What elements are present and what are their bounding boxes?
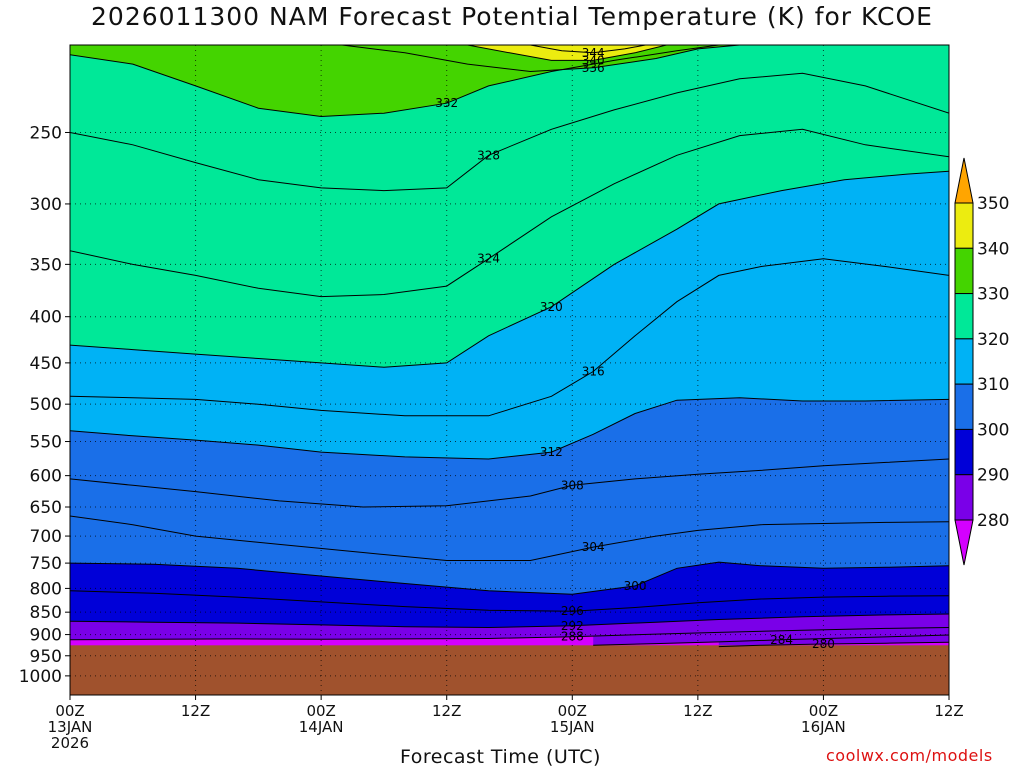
contour-label-292: 292 — [561, 619, 584, 633]
colorbar-box-1 — [954, 247, 974, 295]
contour-320 — [70, 170, 949, 368]
contour-label-300: 300 — [624, 579, 647, 593]
y-tick-label-800: 800 — [30, 579, 62, 599]
y-tick-label-600: 600 — [30, 467, 62, 487]
contour-label-312: 312 — [540, 445, 563, 459]
x-tick-label-72-1: 00Z — [809, 702, 838, 720]
contour-label-288: 288 — [561, 630, 584, 644]
x-tick-label-84-1: 12Z — [934, 702, 963, 720]
y-tick-label-900: 900 — [30, 626, 62, 646]
colorbar-label-300: 300 — [977, 420, 1009, 440]
x-tick-label-24-2: 14JAN — [299, 718, 344, 736]
contour-label-308: 308 — [561, 478, 584, 492]
contour-label-344: 344 — [582, 46, 605, 60]
colorbar-label-330: 330 — [977, 285, 1009, 305]
contour-304 — [70, 515, 949, 561]
band-344 — [530, 45, 646, 53]
contour-336 — [342, 45, 740, 73]
x-tick-label-60-1: 12Z — [683, 702, 712, 720]
isentrope-contours — [70, 45, 949, 648]
x-axis-label: Forecast Time (UTC) — [400, 746, 601, 768]
contour-label-280: 280 — [812, 637, 835, 651]
contour-296 — [70, 590, 949, 612]
y-tick-label-850: 850 — [30, 603, 62, 623]
y-axis: 250 300 350 400 450 500 550 600 650 700 750 800 850 9… — [19, 123, 70, 687]
x-tick-label-36-1: 12Z — [432, 702, 461, 720]
contour-label-316: 316 — [582, 364, 605, 378]
contour-label-336: 336 — [582, 61, 605, 75]
contour-344 — [530, 45, 646, 54]
colorbar-box-2 — [954, 293, 974, 340]
colorbar-box-4 — [954, 383, 974, 430]
y-tick-label-250: 250 — [30, 123, 62, 143]
contour-label-332: 332 — [435, 96, 458, 110]
contour-300 — [70, 561, 949, 595]
x-tick-label-0-2: 13JAN — [48, 718, 93, 736]
x-tick-label-0-1: 00Z — [55, 702, 84, 720]
x-tick-label-48-1: 00Z — [558, 702, 587, 720]
contour-292 — [70, 613, 949, 629]
y-tick-label-650: 650 — [30, 498, 62, 518]
ground-fill — [70, 645, 949, 695]
colorbar-box-3 — [954, 338, 974, 385]
y-tick-label-300: 300 — [30, 195, 62, 215]
contour-label-340: 340 — [582, 53, 605, 67]
source-credit: coolwx.com/models — [826, 746, 993, 765]
colorbar-label-340: 340 — [977, 239, 1009, 259]
contour-label-284: 284 — [770, 633, 793, 647]
chart-title: 2026011300 NAM Forecast Potential Temper… — [91, 2, 933, 31]
colorbar-box-5 — [954, 428, 974, 476]
contour-280 — [718, 641, 949, 648]
contour-328 — [70, 72, 949, 192]
contour-308 — [70, 458, 949, 508]
x-tick-label-24-1: 00Z — [306, 702, 335, 720]
y-tick-label-400: 400 — [30, 308, 62, 328]
y-tick-label-550: 550 — [30, 433, 62, 453]
y-tick-label-1000: 1000 — [19, 667, 62, 687]
colorbar-label-350: 350 — [977, 194, 1009, 214]
contour-312 — [70, 397, 949, 460]
colorbar-bottom-arrow — [954, 519, 974, 566]
colorbar-top-arrow — [954, 157, 974, 204]
contour-316 — [70, 258, 949, 417]
contour-label-320: 320 — [540, 300, 563, 314]
y-tick-label-700: 700 — [30, 527, 62, 547]
y-tick-label-750: 750 — [30, 554, 62, 574]
contour-label-324: 324 — [477, 252, 500, 266]
plot-frame — [69, 44, 950, 696]
colorbar-label-290: 290 — [977, 466, 1009, 486]
contour-324 — [70, 128, 949, 298]
ground-layer — [70, 645, 949, 695]
colorbar: 350 340 330 320 310 300 290 280 — [954, 157, 1009, 566]
x-tick-label-12-1: 12Z — [181, 702, 210, 720]
contour-284 — [593, 634, 949, 646]
contour-label-328: 328 — [477, 148, 500, 162]
colorbar-label-310: 310 — [977, 375, 1009, 395]
contour-340 — [467, 45, 667, 61]
contour-label-296: 296 — [561, 604, 584, 618]
colorbar-label-280: 280 — [977, 511, 1009, 531]
colorbar-box-6 — [954, 474, 974, 521]
contour-332 — [70, 45, 719, 118]
y-tick-label-450: 450 — [30, 354, 62, 374]
x-tick-label-72-2: 16JAN — [801, 718, 846, 736]
contour-label-304: 304 — [582, 540, 605, 554]
colorbar-box-0 — [954, 202, 974, 249]
y-tick-label-350: 350 — [30, 255, 62, 275]
colorbar-label-320: 320 — [977, 330, 1009, 350]
y-tick-label-500: 500 — [30, 395, 62, 415]
contour-288 — [70, 627, 949, 641]
theta-color-bands — [70, 45, 949, 695]
x-tick-label-48-2: 15JAN — [550, 718, 595, 736]
y-tick-label-950: 950 — [30, 647, 62, 667]
x-tick-label-0-3: 2026 — [51, 734, 89, 752]
